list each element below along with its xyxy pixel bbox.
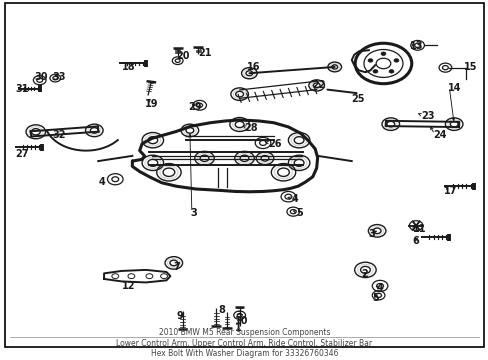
Text: 15: 15 [463,62,476,72]
Circle shape [393,59,398,62]
Text: 4: 4 [375,283,382,293]
Text: 18: 18 [122,62,135,72]
Text: 2: 2 [361,269,367,279]
Text: 24: 24 [433,130,447,140]
Text: 22: 22 [311,80,325,90]
Text: 23: 23 [420,111,434,121]
Text: 8: 8 [218,305,225,315]
Text: 33: 33 [52,72,65,82]
Text: 3: 3 [368,229,375,239]
Text: 17: 17 [443,186,456,196]
Text: 30: 30 [35,72,48,82]
Text: 32: 32 [52,130,65,140]
Text: 21: 21 [198,48,211,58]
Circle shape [367,59,372,62]
Text: 19: 19 [144,99,158,109]
Text: 13: 13 [409,41,423,51]
Circle shape [112,274,119,279]
Text: 9: 9 [176,311,183,321]
Text: 4: 4 [98,177,105,187]
Text: 4: 4 [291,194,298,204]
Text: 27: 27 [15,149,29,159]
Text: 7: 7 [173,262,180,273]
Text: 1: 1 [235,324,242,333]
Circle shape [128,274,135,279]
Text: 25: 25 [350,94,364,104]
Circle shape [160,274,167,279]
Text: 6: 6 [412,236,419,246]
Text: 5: 5 [371,293,378,303]
Circle shape [388,69,393,73]
Text: 20: 20 [176,51,189,62]
Text: 2010 BMW M5 Rear Suspension Components
Lower Control Arm, Upper Control Arm, Rid: 2010 BMW M5 Rear Suspension Components L… [116,328,372,358]
Text: 29: 29 [188,102,202,112]
Text: 26: 26 [267,139,281,149]
Circle shape [380,52,385,55]
Text: 11: 11 [412,224,426,234]
Text: 5: 5 [296,208,303,218]
Circle shape [146,274,153,279]
Circle shape [372,69,377,73]
Text: 3: 3 [189,208,196,219]
Text: 10: 10 [234,316,248,326]
Text: 31: 31 [15,84,29,94]
Text: 12: 12 [122,281,135,291]
Text: 14: 14 [447,83,461,93]
Text: 16: 16 [246,62,260,72]
Text: 28: 28 [244,123,258,133]
